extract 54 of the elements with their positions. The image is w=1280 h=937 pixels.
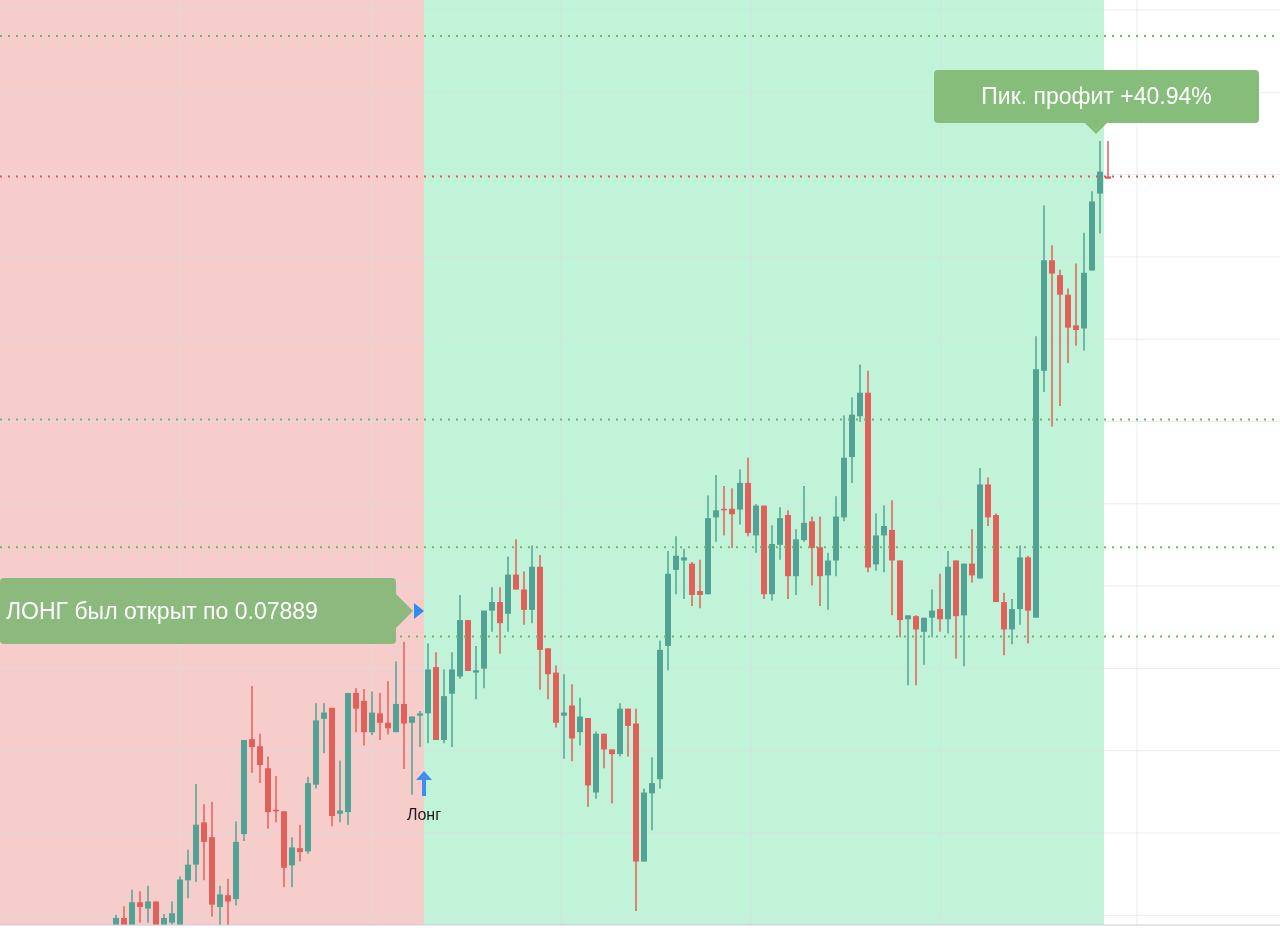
candlestick: [921, 616, 927, 666]
candlestick: [913, 614, 919, 686]
candlestick: [697, 558, 703, 610]
candlestick: [145, 885, 151, 924]
candlestick: [1049, 244, 1055, 428]
candlestick: [929, 588, 935, 639]
candlestick: [681, 547, 687, 600]
candlestick: [473, 645, 479, 700]
candlestick: [857, 363, 863, 423]
candlestick: [385, 680, 391, 736]
candlestick: [561, 673, 567, 760]
candlestick: [185, 849, 191, 900]
candlestick: [489, 586, 495, 633]
candlestick: [1097, 140, 1103, 235]
candlestick: [337, 759, 343, 824]
candlestick: [321, 702, 327, 755]
candlestick: [201, 803, 207, 882]
candlestick: [257, 732, 263, 784]
candlestick: [297, 823, 303, 863]
candlestick: [409, 715, 415, 796]
candlestick: [1057, 268, 1063, 407]
candlestick: [825, 551, 831, 611]
candlestick: [401, 641, 407, 770]
candlestick: [249, 685, 255, 774]
candlestick: [289, 836, 295, 889]
candlestick: [577, 696, 583, 747]
candlestick: [969, 528, 975, 584]
candlestick: [521, 570, 527, 626]
candlestick: [801, 485, 807, 543]
candlestick: [417, 710, 423, 748]
candlestick: [649, 756, 655, 831]
candlestick: [601, 732, 607, 769]
candlestick: [513, 538, 519, 591]
callout-box: Пик. профит +40.94%: [934, 70, 1259, 123]
candlestick: [673, 535, 679, 595]
candlestick: [377, 692, 383, 741]
candlestick: [353, 687, 359, 733]
candlestick: [225, 878, 231, 925]
candlestick: [729, 487, 735, 549]
candlestick: [369, 690, 375, 737]
candlestick: [497, 586, 503, 655]
candlestick: [881, 504, 887, 573]
candlestick: [713, 474, 719, 543]
candlestick: [905, 614, 911, 686]
candlestick: [169, 900, 175, 925]
candlestick: [609, 748, 615, 805]
candlestick: [625, 707, 631, 758]
candlestick: [1073, 262, 1079, 347]
candlestick: [217, 885, 223, 925]
candlestick: [937, 573, 943, 633]
candlestick: [137, 890, 143, 924]
annotation: Лонг: [405, 806, 443, 824]
candlestick: [1009, 598, 1015, 646]
candlestick: [129, 888, 135, 925]
